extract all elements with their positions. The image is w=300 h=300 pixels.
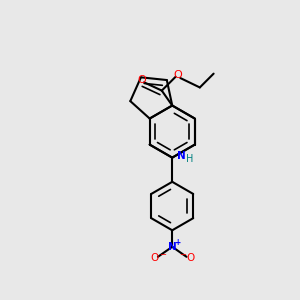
Text: N: N: [168, 242, 177, 252]
Text: H: H: [186, 154, 194, 164]
Text: +: +: [175, 238, 181, 247]
Text: −: −: [159, 250, 166, 259]
Text: −: −: [179, 250, 186, 259]
Text: O: O: [174, 70, 182, 80]
Text: O: O: [138, 75, 146, 85]
Text: N: N: [177, 151, 186, 161]
Text: O: O: [186, 253, 194, 263]
Text: O: O: [150, 253, 159, 263]
